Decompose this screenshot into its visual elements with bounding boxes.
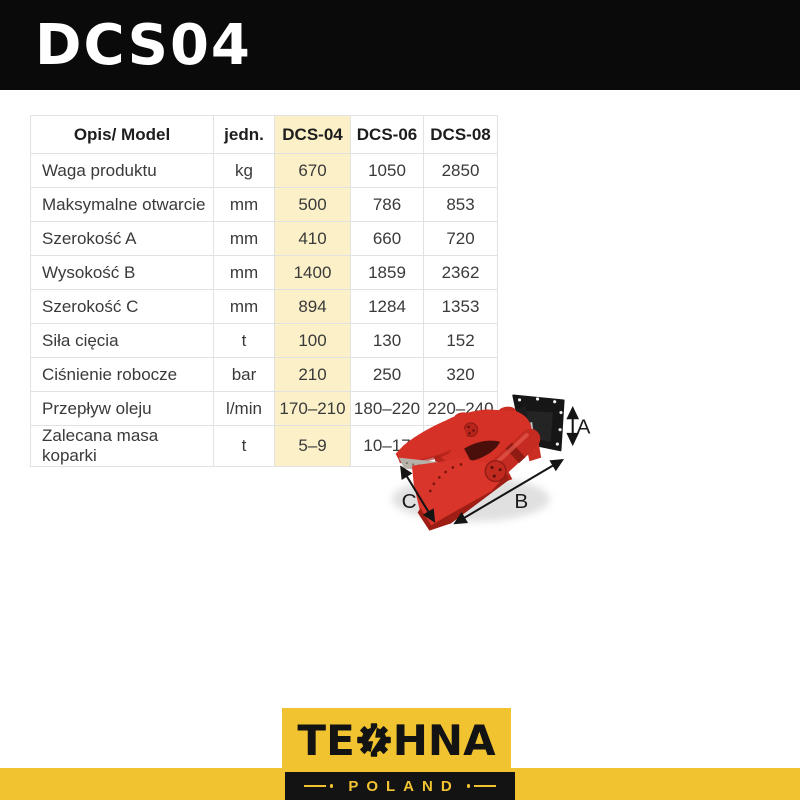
right-ornament <box>466 784 497 788</box>
spec-label: Zalecana masa koparki <box>30 425 214 467</box>
spec-label: Szerokość A <box>30 221 214 256</box>
spec-unit: t <box>213 425 275 467</box>
spec-label: Ciśnienie robocze <box>30 357 214 392</box>
spec-value-dcs04: 170–210 <box>274 391 351 426</box>
spec-unit: mm <box>213 187 275 222</box>
spec-value-dcs06: 250 <box>350 357 424 392</box>
table-row: Szerokość C mm 894 1284 1353 <box>30 289 498 324</box>
column-header-jedn: jedn. <box>213 115 275 154</box>
spec-label: Siła cięcia <box>30 323 214 358</box>
spec-value-dcs06: 1859 <box>350 255 424 290</box>
spec-unit: mm <box>213 255 275 290</box>
dimension-label-a: A <box>577 416 591 439</box>
spec-value-dcs04: 100 <box>274 323 351 358</box>
spec-value-dcs08: 1353 <box>423 289 498 324</box>
spec-value-dcs08: 720 <box>423 221 498 256</box>
spec-label: Waga produktu <box>30 153 214 188</box>
spec-unit: mm <box>213 221 275 256</box>
spec-value-dcs06: 1050 <box>350 153 424 188</box>
column-header-dcs-04: DCS-04 <box>274 115 351 154</box>
spec-value-dcs08: 2850 <box>423 153 498 188</box>
spec-value-dcs06: 1284 <box>350 289 424 324</box>
techna-logo: TE HNA <box>282 708 511 772</box>
spec-unit: l/min <box>213 391 275 426</box>
spec-value-dcs04: 894 <box>274 289 351 324</box>
table-row: Wysokość B mm 1400 1859 2362 <box>30 255 498 290</box>
table-row: Siła cięcia t 100 130 152 <box>30 323 498 358</box>
brand-suffix: HNA <box>392 715 496 765</box>
table-header-row: Opis/ Model jedn. DCS-04 DCS-06 DCS-08 <box>30 115 498 154</box>
spec-label: Maksymalne otwarcie <box>30 187 214 222</box>
column-header-dcs-08: DCS-08 <box>423 115 498 154</box>
spec-unit: bar <box>213 357 275 392</box>
spec-unit: t <box>213 323 275 358</box>
page-title: DCS04 <box>35 12 252 78</box>
dimension-arrow-c <box>400 465 436 523</box>
spec-value-dcs04: 210 <box>274 357 351 392</box>
spec-unit: mm <box>213 289 275 324</box>
gear-icon <box>354 720 394 760</box>
spec-value-dcs06: 660 <box>350 221 424 256</box>
spec-value-dcs04: 670 <box>274 153 351 188</box>
spec-value-dcs04: 500 <box>274 187 351 222</box>
brand-prefix: TE <box>297 715 355 765</box>
spec-value-dcs08: 152 <box>423 323 498 358</box>
table-row: Waga produktu kg 670 1050 2850 <box>30 153 498 188</box>
column-header-dcs-06: DCS-06 <box>350 115 424 154</box>
product-photo: A B C <box>391 394 591 531</box>
spec-value-dcs04: 1400 <box>274 255 351 290</box>
left-ornament <box>303 784 334 788</box>
brand-wordmark: TE HNA <box>297 716 495 765</box>
spec-value-dcs08: 320 <box>423 357 498 392</box>
dimension-arrow-b <box>453 459 565 525</box>
spec-value-dcs04: 5–9 <box>274 425 351 467</box>
header-bar: DCS04 <box>0 0 800 90</box>
column-header-opis-model: Opis/ Model <box>30 115 214 154</box>
spec-value-dcs06: 130 <box>350 323 424 358</box>
spec-value-dcs08: 2362 <box>423 255 498 290</box>
table-row: Ciśnienie robocze bar 210 250 320 <box>30 357 498 392</box>
spec-table: Opis/ Model jedn. DCS-04 DCS-06 DCS-08 W… <box>30 115 498 467</box>
spec-label: Wysokość B <box>30 255 214 290</box>
spec-label: Przepływ oleju <box>30 391 214 426</box>
table-row: Maksymalne otwarcie mm 500 786 853 <box>30 187 498 222</box>
spec-value-dcs08: 853 <box>423 187 498 222</box>
dimension-arrows <box>400 405 580 525</box>
country-label: POLAND <box>348 777 460 795</box>
spec-value-dcs06: 786 <box>350 187 424 222</box>
spec-label: Szerokość C <box>30 289 214 324</box>
table-row: Szerokość A mm 410 660 720 <box>30 221 498 256</box>
dimension-label-c: C <box>402 490 417 513</box>
spec-value-dcs04: 410 <box>274 221 351 256</box>
dimension-label-b: B <box>514 490 528 513</box>
table-row: Przepływ oleju l/min 170–210 180–220 220… <box>30 391 498 426</box>
poland-banner: POLAND <box>285 772 515 800</box>
spec-unit: kg <box>213 153 275 188</box>
